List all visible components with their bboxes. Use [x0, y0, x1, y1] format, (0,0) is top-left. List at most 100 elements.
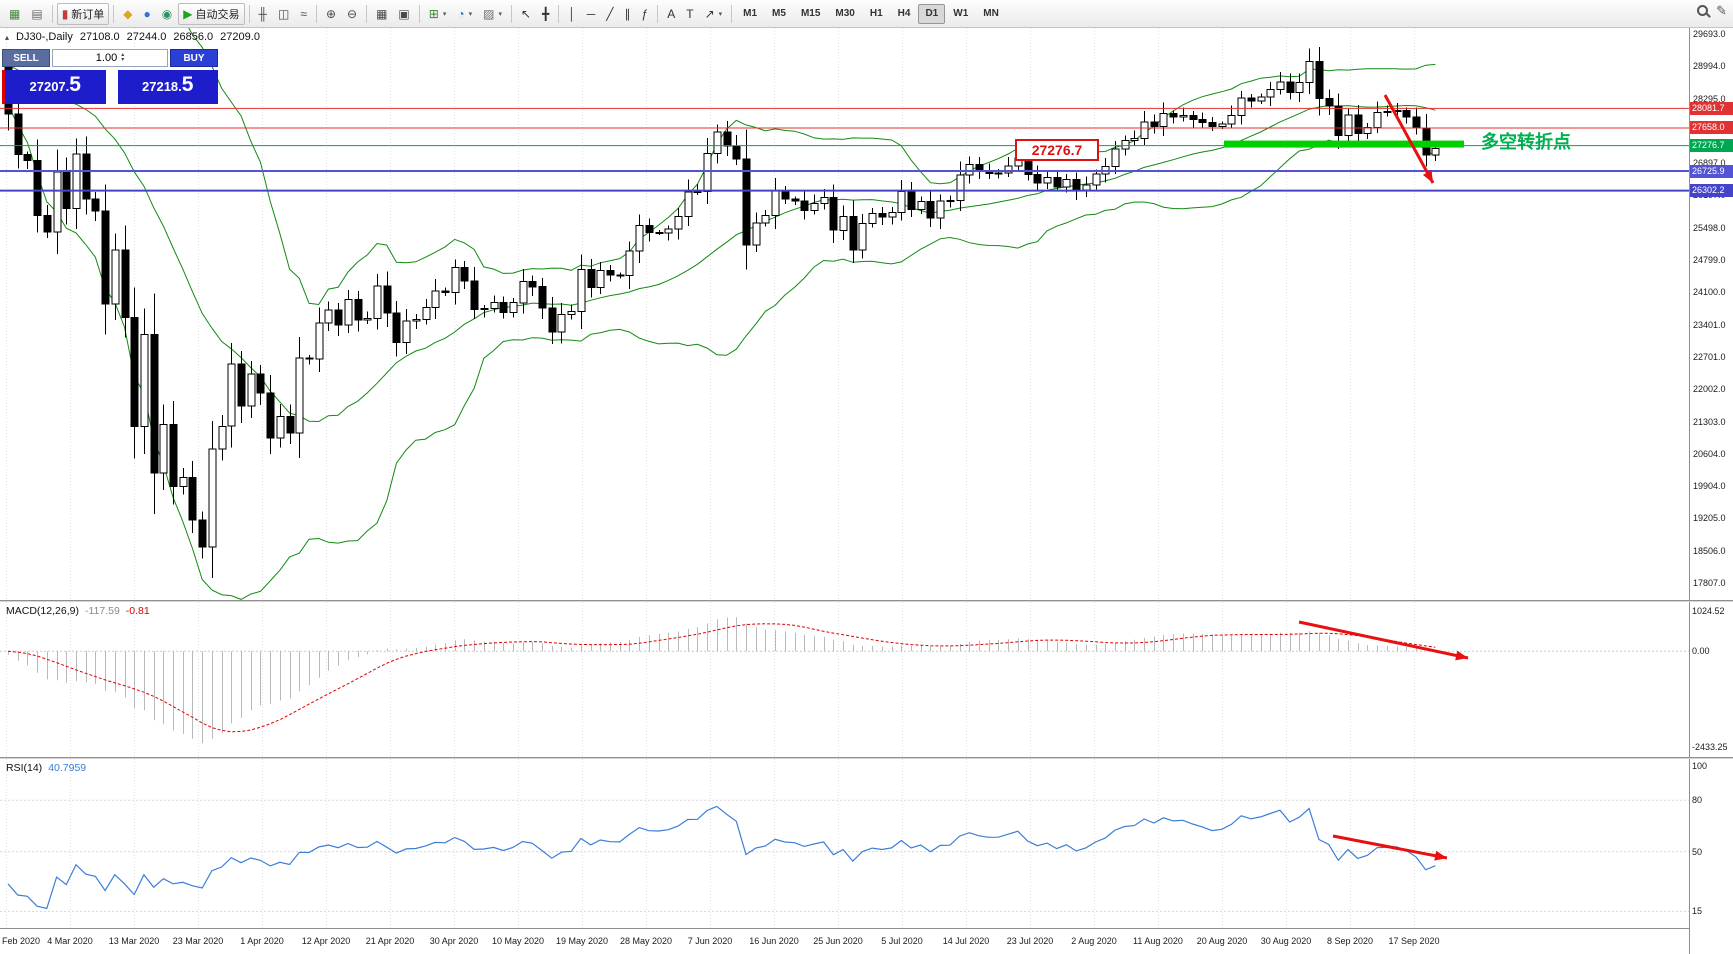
price-axis-label: 24799.0 [1693, 255, 1726, 266]
green-zone-highlight[interactable] [1224, 140, 1464, 148]
strategy-tester-icon[interactable]: ◉ [157, 3, 177, 25]
candlestick-chart-icon[interactable]: ◫ [273, 3, 294, 25]
templates-icon[interactable]: ▨ ▾ [478, 3, 507, 25]
date-label: 12 Apr 2020 [301, 936, 351, 946]
toolbar-separator [418, 4, 420, 23]
indicator-axis-label: 100 [1692, 761, 1708, 771]
spinner-up-icon[interactable]: ▴ [121, 52, 125, 58]
bar-chart-icon[interactable]: ╫ [254, 3, 273, 25]
date-label: 20 Aug 2020 [1196, 936, 1248, 946]
timeframe-d1-button[interactable]: D1 [918, 3, 946, 24]
symbol-marker-icon: ▴ [5, 32, 10, 42]
trend-arrow-annotation[interactable] [1332, 834, 1448, 861]
indicator-axis-label: 1024.52 [1692, 606, 1725, 616]
new-order-label: 新订单 [71, 8, 105, 21]
arrange-windows-icon[interactable]: ▣ [393, 3, 414, 25]
timeframe-m15-button[interactable]: M15 [800, 8, 821, 19]
horizontal-line-icon[interactable]: ─ [582, 3, 601, 25]
main-chart-canvas[interactable] [0, 28, 1689, 600]
timeframe-m30-button[interactable]: M30 [835, 8, 855, 19]
autotrading-label: 自动交易 [195, 8, 240, 21]
timeframe-m1-button[interactable]: M1 [743, 8, 758, 19]
zoom-out-icon[interactable]: ⊖ [342, 3, 362, 25]
vertical-line-icon[interactable]: │ [563, 3, 581, 25]
periods-icon[interactable]: ◔ ▾ [452, 3, 477, 25]
date-label: 2 Aug 2020 [1071, 936, 1117, 946]
pane-separator[interactable] [0, 757, 1733, 759]
spinner-down-icon[interactable]: ▾ [121, 57, 125, 63]
sell-price[interactable]: 27207. 5 [2, 70, 106, 104]
toolbar-separator [51, 4, 53, 23]
strategy-tester-glyph-icon: ◉ [161, 6, 173, 21]
search-icon[interactable] [1697, 5, 1709, 16]
new-chart-icon[interactable]: ▦ [4, 3, 25, 25]
price-level-label[interactable]: 27276.7 [1015, 139, 1099, 161]
cursor-icon[interactable]: ↖ [516, 3, 536, 25]
timeframe-h4-button[interactable]: H4 [897, 8, 911, 19]
buy-price[interactable]: 27218. 5 [117, 70, 218, 104]
market-watch-icon[interactable]: ● [139, 3, 156, 25]
line-chart-glyph-icon: ≈ [300, 6, 307, 21]
templates-glyph-icon: ▨ [483, 6, 495, 21]
date-label: 30 Aug 2020 [1260, 936, 1312, 946]
buy-price-main: 27218. [142, 79, 182, 94]
toolbar-separator [113, 4, 115, 23]
tile-windows-icon[interactable]: ▦ [371, 3, 392, 25]
equidistant-channel-icon[interactable]: ∥ [620, 3, 636, 25]
trend-arrow-annotation[interactable] [1298, 620, 1469, 661]
fibonacci-retracement-icon[interactable]: ƒ [637, 3, 654, 25]
equidistant-channel-glyph-icon: ∥ [624, 6, 631, 21]
macd-name: MACD(12,26,9) [6, 605, 79, 617]
new-order-button[interactable]: ▮ 新订单 [56, 2, 110, 25]
crosshair-icon[interactable]: ╋ [537, 3, 554, 25]
bollinger-bands [7, 28, 1436, 600]
rsi-indicator-label: RSI(14) 40.7959 [6, 762, 86, 774]
indicators-glyph-icon: ⊞ [428, 6, 439, 21]
candlestick-chart-glyph-icon: ◫ [278, 6, 290, 21]
trend-arrow-annotation[interactable] [1383, 94, 1435, 184]
vertical-grid [6, 28, 1415, 600]
time-axis[interactable]: Feb 2020 4 Mar 2020 13 Mar 2020 23 Mar 2020… [0, 928, 1689, 954]
profiles-icon[interactable]: ▤ [26, 3, 47, 25]
text-label-glyph-icon: T [686, 6, 694, 21]
line-chart-icon[interactable]: ≈ [295, 3, 312, 25]
text-icon[interactable]: A [662, 3, 680, 25]
price-axis[interactable]: 29693.028994.028295.027596.026897.026197… [1689, 28, 1733, 954]
zoom-in-glyph-icon: ⊕ [325, 6, 337, 21]
timeframe-w1-button[interactable]: W1 [953, 8, 969, 19]
lot-spinner[interactable]: ▴ ▾ [121, 52, 125, 63]
rsi-name: RSI(14) [6, 762, 43, 774]
autotrading-button[interactable]: ▶ 自动交易 [178, 2, 245, 25]
turning-point-note[interactable]: 多空转折点 [1481, 132, 1571, 152]
arrows-tool-icon[interactable]: ↗ ▾ [700, 3, 728, 25]
trendline-icon[interactable]: ╱ [601, 3, 618, 25]
zoom-in-icon[interactable]: ⊕ [321, 3, 341, 25]
text-label-icon[interactable]: T [681, 3, 698, 25]
pencil-icon[interactable]: ✎ [1716, 3, 1727, 18]
market-watch-glyph-icon: ● [143, 6, 151, 21]
pane-separator[interactable] [0, 600, 1733, 602]
price-axis-label: 21303.0 [1693, 416, 1726, 427]
toolbar-right-group: ✎ [1697, 4, 1727, 17]
arrange-windows-glyph-icon: ▣ [398, 6, 410, 21]
tile-windows-glyph-icon: ▦ [376, 6, 388, 21]
toolbar-separator [366, 4, 368, 23]
timeframe-h1-button[interactable]: H1 [869, 8, 883, 19]
price-axis-label: 28994.0 [1693, 61, 1726, 72]
price-axis-label: 20604.0 [1693, 448, 1726, 459]
macd-pane-canvas[interactable] [0, 602, 1689, 757]
horizontal-level-lines[interactable] [0, 107, 1689, 192]
date-label: 30 Apr 2020 [429, 936, 479, 946]
timeframe-mn-button[interactable]: MN [983, 8, 999, 19]
lot-size-field[interactable]: 1.00 ▴ ▾ [52, 49, 168, 67]
sell-button[interactable]: SELL [2, 49, 50, 67]
price-axis-label: 29693.0 [1693, 29, 1726, 39]
buy-button[interactable]: BUY [170, 49, 218, 67]
timeframe-m5-button[interactable]: M5 [772, 8, 786, 19]
metaeditor-icon[interactable]: ◆ [118, 3, 137, 25]
rsi-pane-canvas[interactable] [0, 759, 1689, 928]
caret-down-icon: ▾ [718, 10, 723, 18]
indicators-icon[interactable]: ⊞ ▾ [424, 3, 452, 25]
date-label: 13 Mar 2020 [108, 936, 160, 946]
